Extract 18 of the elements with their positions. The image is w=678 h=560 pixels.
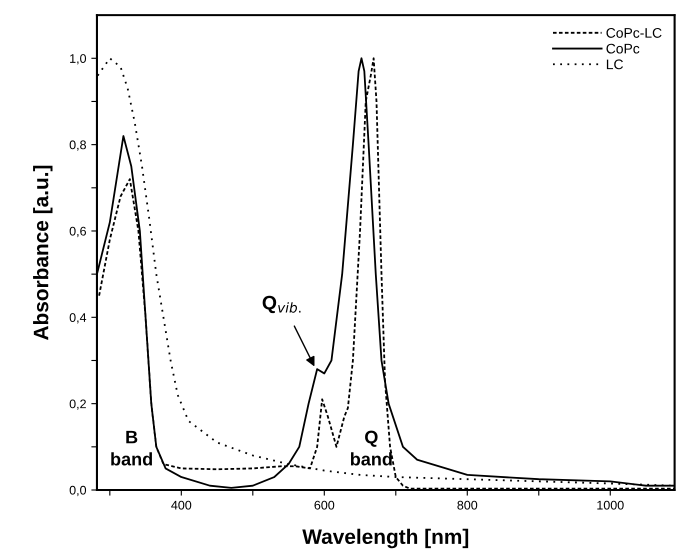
annotation: B band xyxy=(111,430,152,466)
legend-label: LC xyxy=(606,59,623,70)
annotation: Q$_{vib.}$ xyxy=(262,296,301,314)
legend-label: CoPc-LC xyxy=(606,28,662,38)
x-tick-label: 600 xyxy=(314,500,334,510)
legend-label: CoPc xyxy=(606,44,640,54)
x-tick-label: 400 xyxy=(171,500,192,510)
y-tick-label: 0,6 xyxy=(70,226,86,238)
y-tick-label: 1,0 xyxy=(70,54,86,64)
x-tick-label: 800 xyxy=(457,500,478,510)
y-tick-label: 0,4 xyxy=(70,313,86,324)
y-tick-label: 0,8 xyxy=(70,140,86,151)
x-axis-title: Wavelength [nm] xyxy=(302,528,468,548)
y-axis-title: Absorbance [a.u.] xyxy=(33,166,52,340)
y-tick-label: 0,2 xyxy=(70,399,86,410)
y-tick-label: 0,0 xyxy=(70,486,86,496)
annotation: Q band xyxy=(350,430,392,466)
x-tick-label: 1000 xyxy=(597,500,624,510)
